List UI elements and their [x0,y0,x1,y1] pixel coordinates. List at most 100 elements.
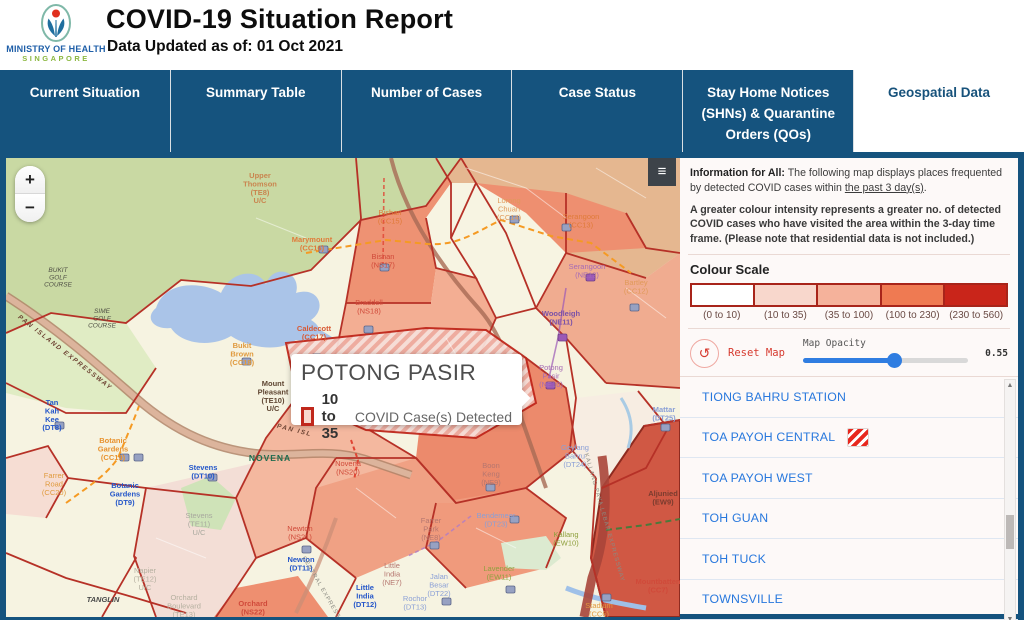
list-scrollbar[interactable]: ▲ ▼ [1004,379,1016,620]
reset-icon[interactable]: ↺ [690,338,719,368]
station-label: TIONG BAHRU STATION [702,389,847,404]
map-label-novena-ns20-: Novena (NS20) [335,459,362,476]
popup-legend-swatch [301,407,314,426]
map-label-botanic-gardens-dt9-: Botanic Gardens (DT9) [110,481,140,507]
colour-scale-title: Colour Scale [690,262,770,278]
map-label-botanic-gardens-cc19-: Botanic Gardens (CC19) [98,436,128,462]
map-label-bendemeer-dt23-: Bendemeer (DT23) [477,511,516,528]
map-label-novena: NOVENA [249,453,291,463]
map-label-bukit-brown-cc18-: Bukit Brown (CC18) [230,341,255,367]
info-panel: Information for All: The following map d… [680,158,1018,620]
map-label-mattar-dt25-: Mattar (DT25) [652,405,676,422]
scale-swatch-2 [816,285,880,306]
map-label-bishan-cc15-: Bishan (CC15) [378,208,403,225]
map-label-napier-te12-u-c: Napier (TE12) U/C [134,566,157,592]
map-label-bishan-ns17-: Bishan (NS17) [371,252,395,269]
map-label-orchard-ns22-: Orchard (NS22) [238,599,268,616]
colour-scale-labels: (0 to 10) (10 to 35) (35 to 100) (100 to 23… [690,310,1008,321]
page-title: COVID-19 Situation Report [106,4,454,34]
map-label-marymount-cc16-: Marymount (CC16) [292,235,333,252]
data-updated-subtitle: Data Updated as of: 01 Oct 2021 [107,38,344,55]
popup-area-title: POTONG PASIR [301,360,477,385]
scale-swatch-3 [879,285,943,306]
moh-logo-text: MINISTRY OF HEALTH [6,44,106,54]
scale-label-2: (35 to 100) [824,310,874,322]
map-zoom-control: + − [15,166,45,222]
moh-logo-icon [41,4,71,42]
list-item-toa-payoh-central[interactable]: TOA PAYOH CENTRAL [680,418,1018,459]
past-days-link[interactable]: the past 3 day(s) [844,181,924,194]
slider-thumb[interactable] [886,353,902,369]
zoom-in-button[interactable]: + [15,166,45,194]
map-label-stadium-cc6-: Stadium (CC6) [585,601,613,617]
tab-case-status[interactable]: Case Status [512,70,684,152]
list-item-toa-payoh-west[interactable]: TOA PAYOH WEST [680,458,1018,499]
map-label-little-india-ne7-: Little India (NE7) [382,561,402,587]
station-label: TOH TUCK [702,551,767,566]
scale-label-3: (100 to 230) [885,310,940,322]
map-opacity-slider[interactable] [802,353,968,369]
map-label-jalan-besar-dt22-: Jalan Besar (DT22) [427,572,451,598]
list-item-townsville[interactable]: TOWNSVILLE [680,580,1018,620]
scale-label-4: (230 to 560) [949,310,1004,322]
map-label-serangoon-ne12-: Serangoon (NE12) [569,262,606,279]
tab-current-situation[interactable]: Current Situation [0,70,171,152]
list-item-tiong-bahru-station[interactable]: TIONG BAHRU STATION [680,377,1018,418]
reset-map-label: Reset Map [728,347,785,360]
tab-number-of-cases[interactable]: Number of Cases [341,70,513,152]
tab-geospatial-data[interactable]: Geospatial Data [854,70,1024,152]
scale-swatch-1 [753,285,817,306]
moh-logo: MINISTRY OF HEALTH SINGAPORE [6,2,106,68]
map-popup: POTONG PASIR 10 to 35 COVID Case(s) Dete… [291,354,531,442]
map-label-rochor-dt13-: Rochor (DT13) [403,594,428,611]
list-item-toh-guan[interactable]: TOH GUAN [680,499,1018,540]
popup-case-range: 10 to 35 [321,391,339,442]
map-label-boon-keng-ne9-: Boon Keng (NE9) [481,461,501,487]
list-item-toh-tuck[interactable]: TOH TUCK [680,539,1018,580]
station-label: TOA PAYOH WEST [702,470,813,485]
map-label-lorong-chuan-cc14-: Lorong Chuan (CC14) [497,196,522,222]
scale-label-0: (0 to 10) [703,310,741,322]
colour-scale-bar [690,283,1008,308]
map-label-lavender-ew11-: Lavender (EW11) [483,564,515,581]
station-label: TOWNSVILLE [702,592,784,607]
map-label-tanglin: TANGLIN [87,595,120,604]
colour-intensity-note: A greater colour intensity represents a … [690,203,1002,246]
divider [688,254,1010,256]
page-header: MINISTRY OF HEALTH SINGAPORE COVID-19 Si… [0,0,1024,70]
scrollbar-up-arrow[interactable]: ▲ [1006,382,1014,390]
map-label-farrer-road-cc20-: Farrer Road (CC20) [42,471,67,497]
map-label-farrer-park-ne8-: Farrer Park (NE8) [421,516,442,542]
map-label-kallang-ew10-: Kallang (EW10) [553,530,579,547]
map-label-mount-pleasant-te10-u-c: Mount Pleasant (TE10) U/C [258,379,289,413]
map-label-serangoon-cc13-: Serangoon (CC13) [563,212,600,229]
map-label-bukit-golf-course: BUKIT GOLF COURSE [44,267,72,289]
map-label-stevens-te11-u-c: Stevens (TE11) U/C [185,511,212,537]
reset-map-button[interactable]: ↺ Reset Map [690,338,785,368]
scrollbar-thumb[interactable] [1006,515,1014,550]
scrollbar-down-arrow[interactable]: ▼ [1006,616,1014,620]
map-canvas[interactable]: Upper Thomson (TE8) U/C Marymount (CC16) BUKIT… [6,158,680,617]
zoom-out-button[interactable]: − [15,194,45,222]
area-list: TIONG BAHRU STATION TOA PAYOH CENTRAL TOA … [680,376,1018,620]
striped-alert-badge [847,427,870,447]
map-label-little-india-dt12-: Little India (DT12) [353,583,377,609]
map-label-braddell-ns18-: Braddell (NS18) [355,298,383,315]
map-label-bartley-cc12-: Bartley (CC12) [624,278,649,295]
map-opacity-label: Map Opacity [802,338,866,350]
map-label-mountbatten-cc7-: Mountbatten (CC7) [636,577,681,594]
scale-swatch-4 [942,285,1007,306]
popup-case-suffix: COVID Case(s) Detected [354,408,512,425]
map-label-potong-pasir-ne10-: Potong Pasir (NE10) [539,363,563,389]
map-label-newton-ns21-: Newton (NS21) [287,524,312,541]
nav-tabs: Current Situation Summary Table Number of … [0,70,1024,152]
scale-swatch-0 [692,285,754,306]
map-label-aljunied-ew9-: Aljunied (EW9) [648,489,678,506]
map-layers-menu-button[interactable]: ≡ [648,158,676,186]
map-label-sime-golf-course: SIME GOLF COURSE [88,308,116,330]
moh-logo-subtext: SINGAPORE [22,54,90,63]
scale-label-1: (10 to 35) [763,310,807,322]
tab-stay-home-notices-shns-quarantine-orders-qos[interactable]: Stay Home Notices (SHNs) & Quarantine Or… [683,70,855,152]
content-area: Upper Thomson (TE8) U/C Marymount (CC16) BUKIT… [0,152,1024,620]
tab-summary-table[interactable]: Summary Table [170,70,342,152]
